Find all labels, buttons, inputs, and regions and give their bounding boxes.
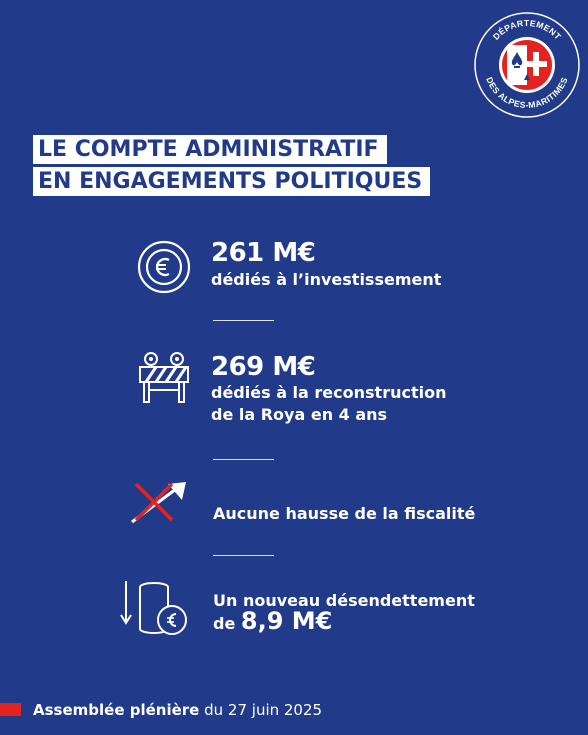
investment-amount: 261 M€	[211, 238, 316, 268]
footer-text: Assemblée plénière du 27 juin 2025	[33, 701, 322, 719]
roya-amount: 269 M€	[211, 352, 316, 382]
roya-description-line-2: de la Roya en 4 ans	[211, 405, 388, 424]
debt-reduction-amount: 8,9 M€	[240, 607, 333, 635]
departement-logo: DÉPARTEMENT DES ALPES-MARITIMES	[474, 12, 580, 118]
investment-description: dédiés à l’investissement	[211, 270, 442, 289]
footer-date: du 27 juin 2025	[204, 701, 323, 719]
crossed-rising-arrow-icon	[131, 482, 186, 524]
debt-reduction-description: Un nouveau désendettement	[213, 591, 475, 610]
debt-reduction-prefix: de	[213, 614, 236, 633]
road-barrier-icon	[139, 352, 189, 403]
debt-reduction-line-2: de 8,9 M€	[213, 607, 333, 635]
separator	[213, 320, 274, 321]
separator	[213, 459, 274, 460]
roya-description-line-1: dédiés à la reconstruction	[211, 383, 447, 402]
separator	[213, 555, 274, 556]
coin-stack-down-icon	[120, 581, 187, 635]
footer-assembly: Assemblée plénière	[33, 701, 200, 719]
euro-coin-icon	[137, 240, 191, 294]
title-line-1: LE COMPTE ADMINISTRATIF	[33, 135, 387, 164]
title-line-2: EN ENGAGEMENTS POLITIQUES	[33, 167, 431, 196]
footer-accent-bar	[0, 703, 21, 716]
no-tax-increase-text: Aucune hausse de la fiscalité	[213, 504, 476, 523]
